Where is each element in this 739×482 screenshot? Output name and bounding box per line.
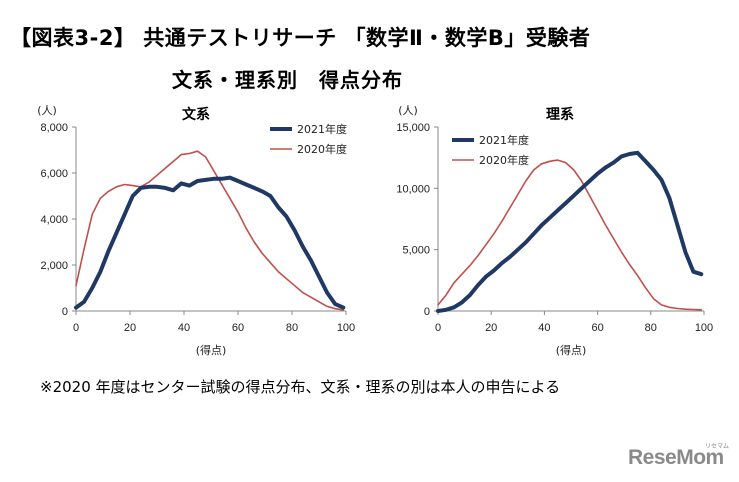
rikei-y-tick-label: 0 (424, 306, 430, 318)
rikei-series-line-2021 (436, 150, 704, 313)
rikei-x-tick-label: 80 (645, 322, 657, 334)
bunkei-x-tick-label: 20 (124, 322, 136, 334)
figure-title: 【図表3-2】 共通テストリサーチ 「数学Ⅱ・数学B」受験者 (10, 26, 591, 50)
bunkei-x-tick-label: 100 (337, 322, 355, 334)
bunkei-x-axis-label: (得点) (196, 344, 227, 357)
rikei-x-tick-label: 40 (538, 322, 550, 334)
bunkei-y-unit-label: (人) (37, 104, 57, 117)
rikei-y-unit-label: (人) (398, 104, 418, 117)
bunkei-y-tick-label: 0 (62, 306, 68, 318)
watermark-subtext: リセマム (705, 443, 730, 450)
rikei-x-tick-label: 60 (591, 322, 603, 334)
rikei-y-tick-label: 10,000 (396, 183, 430, 195)
rikei-chart-title: 理系 (546, 106, 574, 123)
bunkei-series-line-2020 (75, 150, 345, 311)
rikei-x-axis-label: (得点) (556, 344, 587, 357)
bunkei-y-tick-label: 6,000 (40, 168, 68, 180)
bunkei-legend-label-2020: 2020年度 (297, 142, 347, 156)
rikei-x-tick-label: 100 (695, 322, 713, 334)
rikei-legend-label-2020: 2020年度 (479, 153, 529, 167)
resemom-watermark: ReseMom (628, 446, 724, 469)
bunkei-x-tick-label: 80 (286, 322, 298, 334)
bunkei-y-tick-label: 2,000 (40, 260, 68, 272)
bunkei-y-tick-label: 4,000 (40, 214, 68, 226)
bunkei-chart-title: 文系 (182, 106, 210, 123)
figure-subtitle: 文系・理系別 得点分布 (172, 68, 403, 92)
rikei-x-tick-label: 0 (435, 322, 441, 334)
rikei-y-tick-label: 15,000 (396, 122, 430, 134)
bunkei-series-line-2021 (74, 175, 346, 310)
bunkei-x-tick-label: 60 (232, 322, 244, 334)
rikei-legend-label-2021: 2021年度 (479, 133, 529, 147)
bunkei-legend-label-2021: 2021年度 (297, 122, 347, 136)
rikei-series-line-2020 (437, 159, 703, 311)
bunkei-y-tick-label: 8,000 (40, 122, 68, 134)
footnote: ※2020 年度はセンター試験の得点分布、文系・理系の別は本人の申告による (40, 378, 561, 396)
rikei-y-tick-label: 5,000 (402, 245, 430, 257)
bunkei-x-tick-label: 40 (178, 322, 190, 334)
rikei-x-tick-label: 20 (485, 322, 497, 334)
bunkei-x-tick-label: 0 (73, 322, 79, 334)
